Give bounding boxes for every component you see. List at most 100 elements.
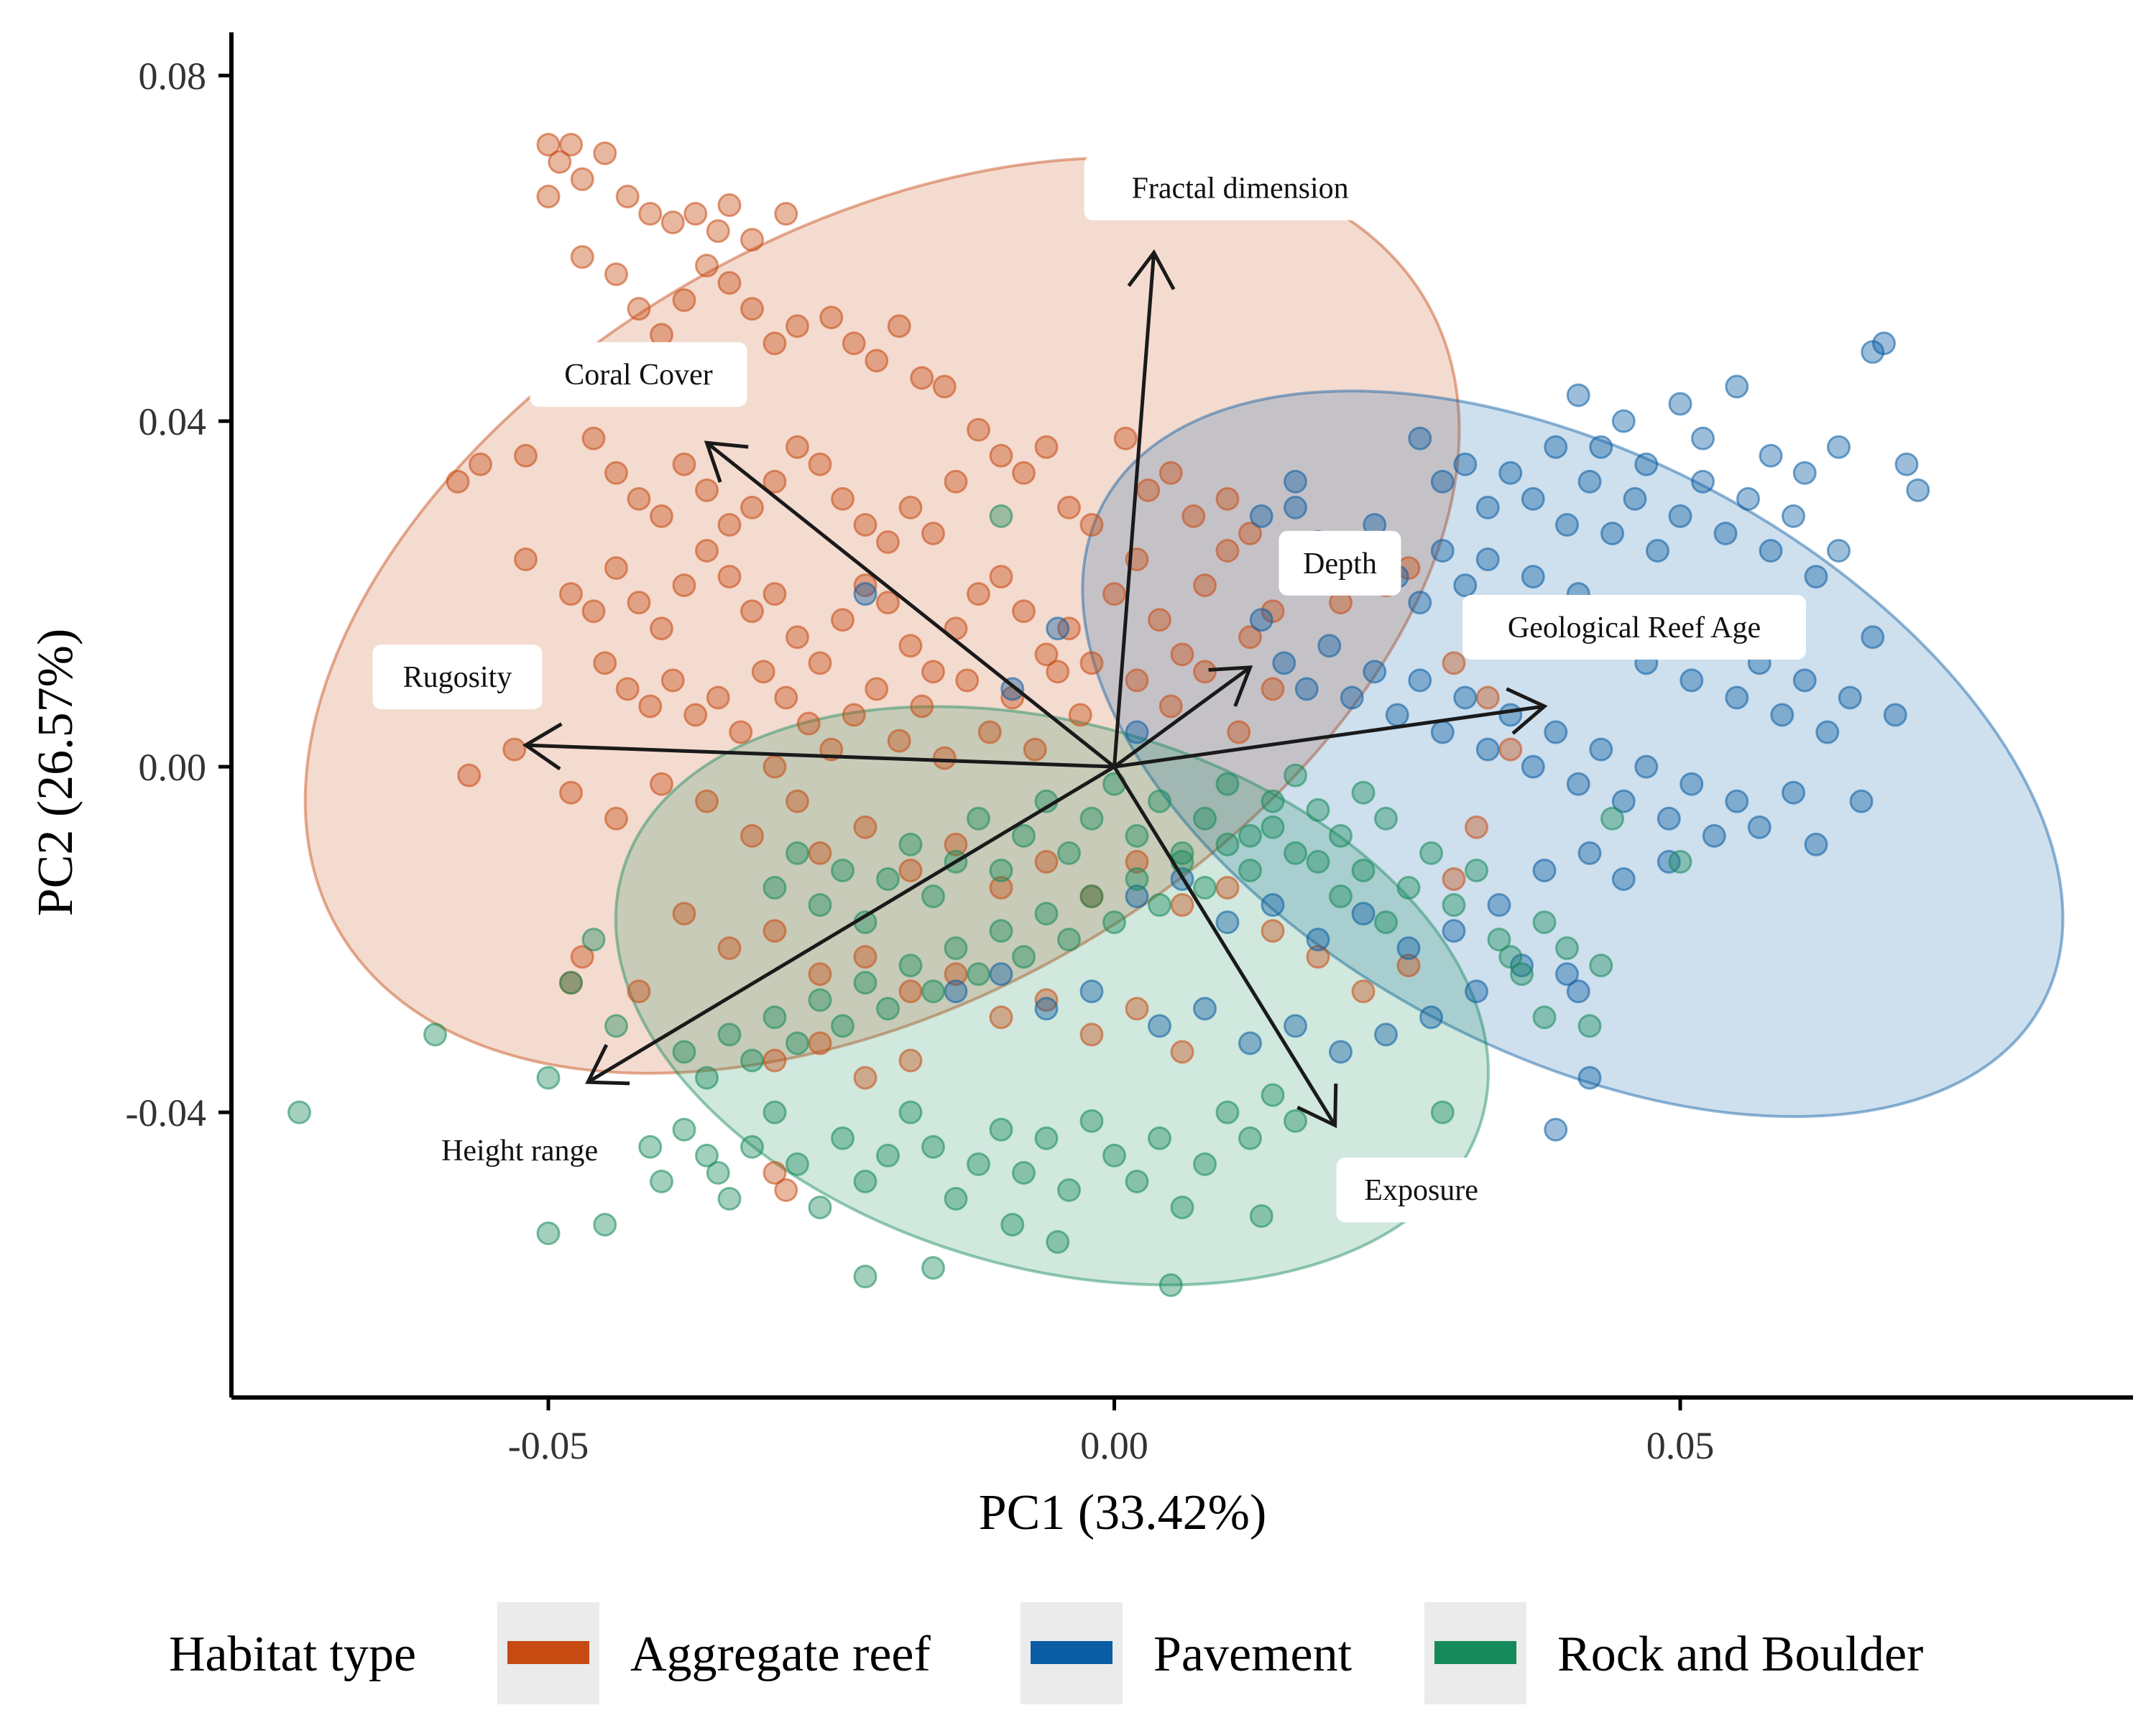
point-pavement bbox=[1374, 1022, 1398, 1047]
legend-label-aggregate-reef: Aggregate reef bbox=[630, 1627, 931, 1682]
point-rock-and-boulder bbox=[1057, 928, 1081, 952]
point-aggregate-reef bbox=[898, 1048, 923, 1073]
point-aggregate-reef bbox=[932, 374, 957, 399]
point-aggregate-reef bbox=[1023, 737, 1047, 762]
loading-arrows: Fractal dimension Coral Cover Rugosity Dept… bbox=[372, 155, 1806, 1223]
point-pavement bbox=[1249, 504, 1273, 528]
point-aggregate-reef bbox=[1442, 867, 1466, 891]
point-aggregate-reef bbox=[581, 426, 606, 451]
point-aggregate-reef bbox=[853, 1066, 877, 1090]
point-aggregate-reef bbox=[650, 772, 673, 796]
point-pavement bbox=[1498, 461, 1523, 485]
point-aggregate-reef bbox=[898, 495, 923, 519]
point-aggregate-reef bbox=[796, 711, 821, 736]
point-pavement bbox=[1487, 893, 1511, 918]
point-aggregate-reef bbox=[898, 858, 923, 882]
point-rock-and-boulder bbox=[1532, 910, 1557, 935]
point-pavement bbox=[1430, 720, 1455, 744]
point-rock-and-boulder bbox=[1442, 893, 1466, 918]
point-aggregate-reef bbox=[842, 331, 866, 356]
point-rock-and-boulder bbox=[1261, 789, 1285, 813]
x-tick-label: -0.05 bbox=[508, 1424, 589, 1467]
point-aggregate-reef bbox=[932, 746, 957, 770]
point-rock-and-boulder bbox=[967, 806, 990, 831]
point-pavement bbox=[1657, 806, 1681, 831]
point-aggregate-reef bbox=[786, 314, 809, 338]
point-rock-and-boulder bbox=[1079, 806, 1104, 831]
loading-label-box-exposure bbox=[1336, 1158, 1506, 1223]
point-aggregate-reef bbox=[944, 832, 968, 856]
point-pavement bbox=[1261, 893, 1285, 918]
point-aggregate-reef bbox=[967, 582, 990, 606]
point-pavement bbox=[1215, 910, 1240, 935]
legend-swatch-aggregate-reef bbox=[507, 1641, 589, 1664]
point-pavement bbox=[1148, 1014, 1171, 1038]
point-pavement bbox=[1238, 1031, 1262, 1055]
point-aggregate-reef bbox=[876, 591, 900, 615]
point-rock-and-boulder bbox=[898, 1100, 923, 1124]
point-pavement bbox=[989, 962, 1013, 987]
point-pavement bbox=[1475, 737, 1500, 762]
point-pavement bbox=[1804, 565, 1828, 589]
point-rock-and-boulder bbox=[989, 1117, 1013, 1142]
point-aggregate-reef bbox=[1057, 495, 1081, 519]
point-aggregate-reef bbox=[887, 729, 911, 753]
point-aggregate-reef bbox=[446, 469, 470, 494]
point-aggregate-reef bbox=[717, 936, 742, 961]
point-aggregate-reef bbox=[536, 184, 561, 208]
point-pavement bbox=[1668, 504, 1692, 528]
point-rock-and-boulder bbox=[1532, 1005, 1557, 1030]
point-aggregate-reef bbox=[887, 314, 911, 338]
point-pavement bbox=[1453, 573, 1478, 598]
point-rock-and-boulder bbox=[763, 1100, 787, 1124]
point-aggregate-reef bbox=[1046, 660, 1070, 684]
point-aggregate-reef bbox=[615, 184, 640, 208]
point-pavement bbox=[1611, 867, 1636, 891]
loading-label-exposure: Exposure bbox=[1364, 1174, 1478, 1207]
point-aggregate-reef bbox=[921, 521, 945, 545]
point-pavement bbox=[1600, 521, 1624, 545]
point-pavement bbox=[1555, 512, 1579, 537]
point-aggregate-reef bbox=[831, 608, 854, 632]
point-rock-and-boulder bbox=[831, 1126, 854, 1150]
point-aggregate-reef bbox=[808, 651, 832, 675]
point-aggregate-reef bbox=[1215, 539, 1240, 563]
point-pavement bbox=[1521, 754, 1545, 779]
point-aggregate-reef bbox=[989, 443, 1013, 468]
point-pavement bbox=[1566, 772, 1590, 796]
point-aggregate-reef bbox=[672, 573, 696, 598]
point-aggregate-reef bbox=[604, 262, 628, 287]
point-rock-and-boulder bbox=[638, 1135, 663, 1159]
point-pavement bbox=[1680, 772, 1704, 796]
point-aggregate-reef bbox=[1158, 461, 1183, 485]
point-pavement bbox=[1589, 435, 1613, 459]
loading-arrow-height-range bbox=[586, 765, 1115, 1084]
point-rock-and-boulder bbox=[1125, 823, 1149, 848]
point-aggregate-reef bbox=[1261, 677, 1285, 701]
point-aggregate-reef bbox=[740, 495, 764, 519]
point-pavement bbox=[1272, 651, 1296, 675]
point-pavement bbox=[1611, 789, 1636, 813]
point-pavement bbox=[1634, 452, 1659, 476]
point-rock-and-boulder bbox=[1057, 1178, 1081, 1202]
point-pavement bbox=[1408, 668, 1432, 693]
point-aggregate-reef bbox=[695, 789, 719, 813]
point-pavement bbox=[1306, 928, 1330, 952]
point-rock-and-boulder bbox=[695, 1143, 719, 1168]
point-aggregate-reef bbox=[695, 539, 719, 563]
point-aggregate-reef bbox=[1475, 685, 1500, 710]
point-rock-and-boulder bbox=[967, 962, 990, 987]
point-rock-and-boulder bbox=[1034, 902, 1059, 926]
point-rock-and-boulder bbox=[1351, 858, 1376, 882]
point-aggregate-reef bbox=[921, 660, 945, 684]
point-pavement bbox=[1329, 1040, 1353, 1064]
point-rock-and-boulder bbox=[1306, 798, 1330, 822]
point-rock-and-boulder bbox=[706, 1160, 730, 1185]
point-pavement bbox=[1577, 469, 1602, 494]
point-pavement bbox=[1498, 703, 1523, 727]
point-pavement bbox=[1544, 720, 1568, 744]
point-rock-and-boulder bbox=[853, 1169, 877, 1193]
point-aggregate-reef bbox=[514, 547, 538, 572]
loading-arrow-geological-reef-age bbox=[1114, 704, 1545, 769]
